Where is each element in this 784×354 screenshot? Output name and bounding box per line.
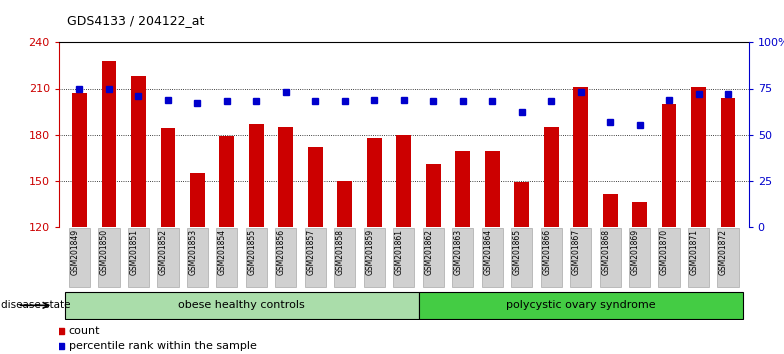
- FancyBboxPatch shape: [540, 228, 562, 287]
- Bar: [662, 104, 677, 227]
- FancyBboxPatch shape: [69, 228, 90, 287]
- Text: disease state: disease state: [1, 300, 71, 310]
- Text: GSM201855: GSM201855: [247, 229, 256, 275]
- Text: GSM201871: GSM201871: [690, 229, 699, 275]
- Bar: [161, 129, 176, 227]
- Text: GSM201870: GSM201870: [660, 229, 669, 275]
- FancyBboxPatch shape: [717, 228, 739, 287]
- Text: GSM201849: GSM201849: [71, 229, 79, 275]
- Bar: [632, 202, 647, 227]
- Bar: [249, 124, 263, 227]
- Bar: [456, 152, 470, 227]
- Text: GSM201856: GSM201856: [277, 229, 286, 275]
- FancyBboxPatch shape: [334, 228, 355, 287]
- Text: GDS4133 / 204122_at: GDS4133 / 204122_at: [67, 14, 204, 27]
- FancyBboxPatch shape: [98, 228, 119, 287]
- Bar: [367, 138, 382, 227]
- Bar: [514, 182, 529, 227]
- Bar: [102, 61, 116, 227]
- FancyBboxPatch shape: [570, 228, 591, 287]
- Bar: [603, 194, 618, 227]
- FancyBboxPatch shape: [600, 228, 621, 287]
- Text: obese healthy controls: obese healthy controls: [178, 300, 305, 310]
- FancyBboxPatch shape: [128, 228, 149, 287]
- FancyBboxPatch shape: [364, 228, 385, 287]
- Text: GSM201866: GSM201866: [543, 229, 551, 275]
- Bar: [720, 98, 735, 227]
- FancyBboxPatch shape: [275, 228, 296, 287]
- Bar: [278, 127, 293, 227]
- Text: GSM201865: GSM201865: [513, 229, 521, 275]
- Text: GSM201850: GSM201850: [100, 229, 109, 275]
- FancyBboxPatch shape: [452, 228, 474, 287]
- Text: polycystic ovary syndrome: polycystic ovary syndrome: [506, 300, 655, 310]
- Text: GSM201864: GSM201864: [483, 229, 492, 275]
- FancyBboxPatch shape: [659, 228, 680, 287]
- Text: GSM201861: GSM201861: [395, 229, 404, 275]
- Bar: [308, 147, 323, 227]
- Bar: [72, 93, 87, 227]
- Text: GSM201862: GSM201862: [424, 229, 434, 275]
- Text: GSM201857: GSM201857: [307, 229, 315, 275]
- Text: percentile rank within the sample: percentile rank within the sample: [68, 341, 256, 350]
- FancyBboxPatch shape: [419, 292, 742, 319]
- FancyBboxPatch shape: [65, 292, 419, 319]
- FancyBboxPatch shape: [393, 228, 415, 287]
- Text: GSM201852: GSM201852: [159, 229, 168, 275]
- Text: GSM201869: GSM201869: [630, 229, 640, 275]
- Text: GSM201854: GSM201854: [218, 229, 227, 275]
- Bar: [220, 136, 234, 227]
- FancyBboxPatch shape: [423, 228, 444, 287]
- Text: count: count: [68, 326, 100, 336]
- FancyBboxPatch shape: [187, 228, 208, 287]
- Text: GSM201853: GSM201853: [188, 229, 198, 275]
- Bar: [131, 76, 146, 227]
- Bar: [691, 87, 706, 227]
- Text: GSM201868: GSM201868: [601, 229, 610, 275]
- FancyBboxPatch shape: [216, 228, 238, 287]
- Bar: [397, 135, 411, 227]
- Bar: [190, 173, 205, 227]
- Text: GSM201863: GSM201863: [454, 229, 463, 275]
- Bar: [485, 152, 499, 227]
- FancyBboxPatch shape: [481, 228, 503, 287]
- Text: GSM201858: GSM201858: [336, 229, 345, 275]
- FancyBboxPatch shape: [158, 228, 179, 287]
- Text: GSM201867: GSM201867: [572, 229, 581, 275]
- Text: GSM201859: GSM201859: [365, 229, 374, 275]
- Bar: [544, 127, 558, 227]
- FancyBboxPatch shape: [305, 228, 326, 287]
- Bar: [426, 164, 441, 227]
- Text: GSM201872: GSM201872: [719, 229, 728, 275]
- FancyBboxPatch shape: [688, 228, 710, 287]
- FancyBboxPatch shape: [245, 228, 267, 287]
- FancyBboxPatch shape: [511, 228, 532, 287]
- Text: GSM201851: GSM201851: [129, 229, 139, 275]
- FancyBboxPatch shape: [629, 228, 650, 287]
- Bar: [337, 181, 352, 227]
- Bar: [573, 87, 588, 227]
